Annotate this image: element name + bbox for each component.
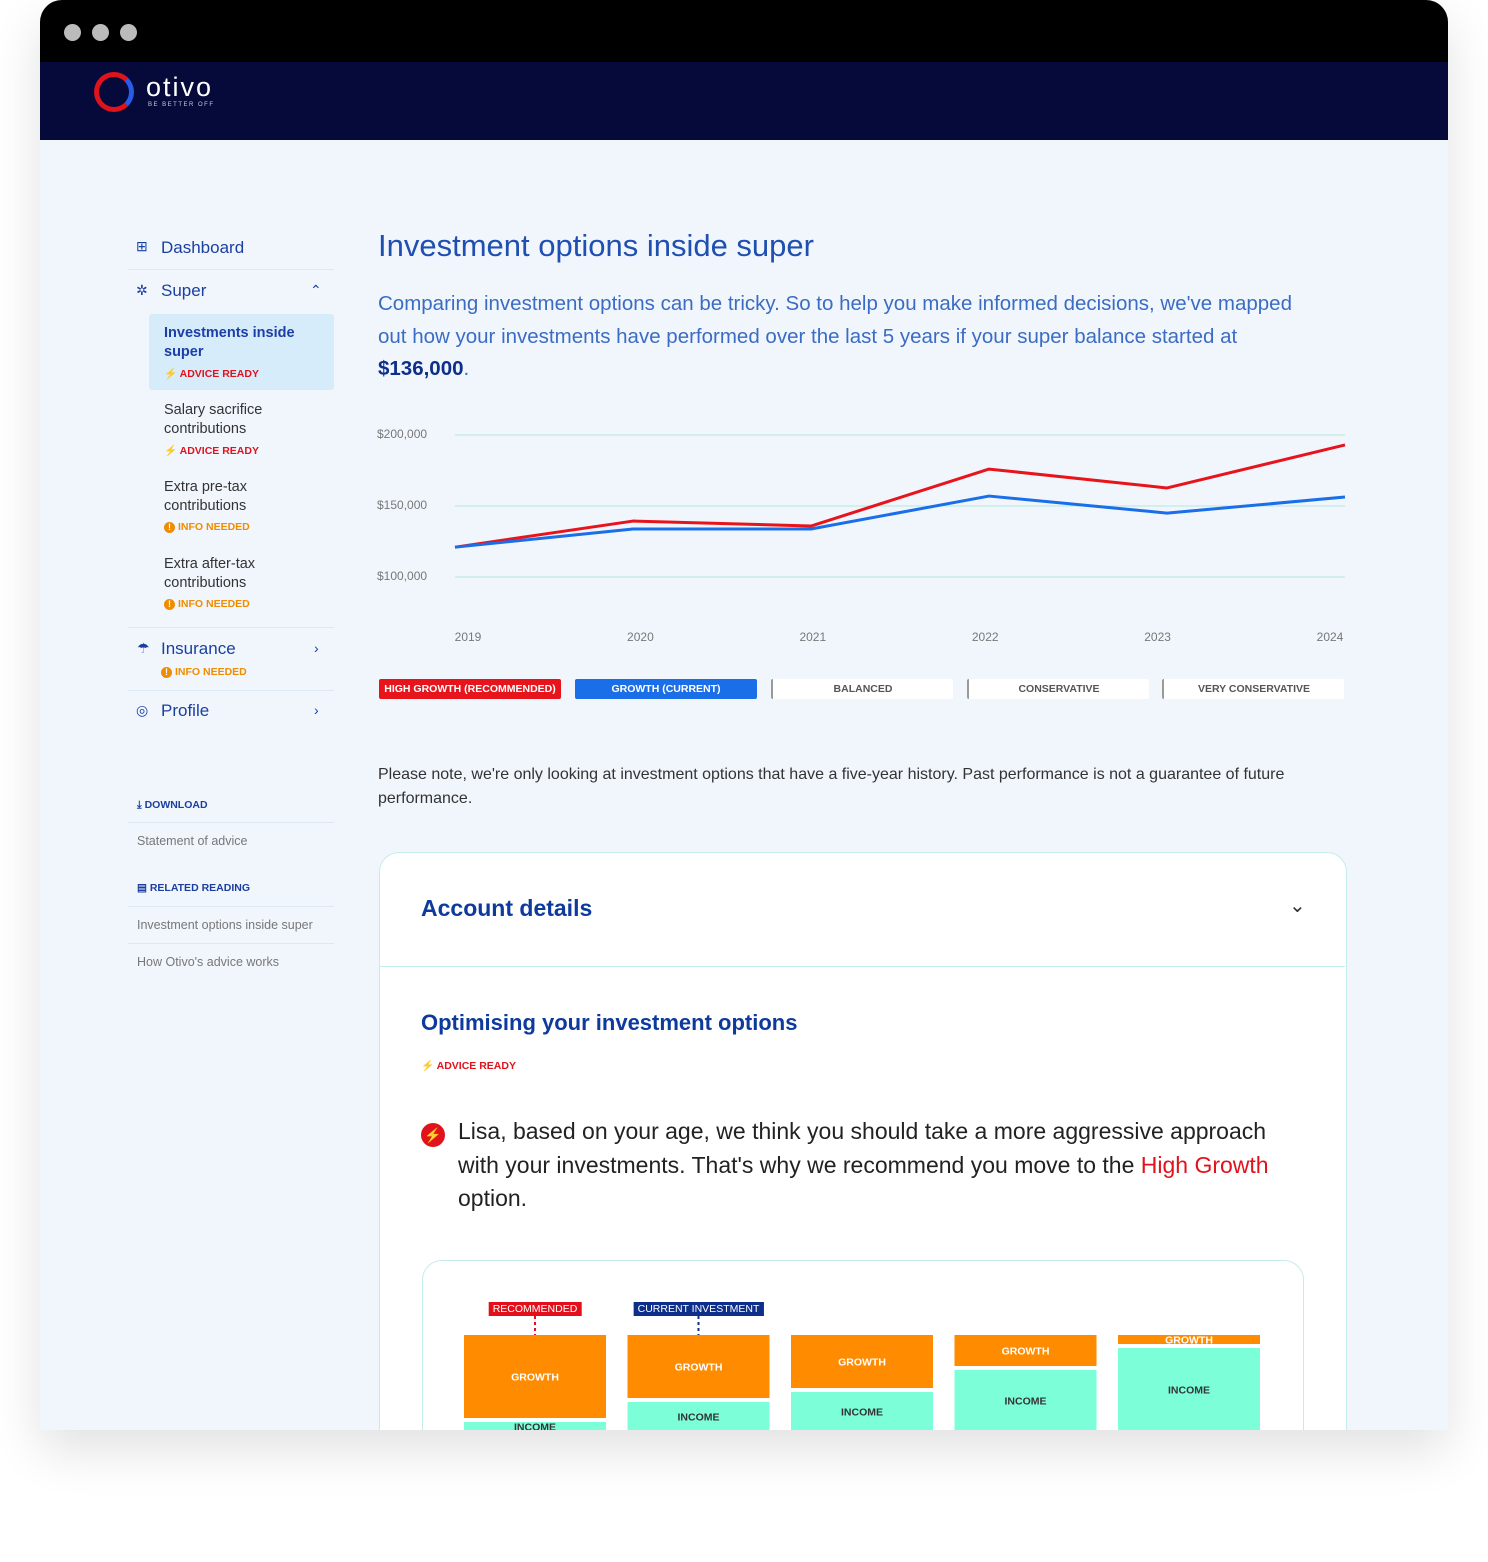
divider: [128, 822, 334, 823]
divider: [380, 966, 1345, 967]
status: ⚡ ADVICE READY: [164, 445, 259, 457]
section-heading: ⤓ DOWNLOAD: [137, 799, 208, 811]
amount: $136,000: [378, 357, 464, 381]
alert-icon: ⚡: [421, 1123, 445, 1147]
nav-item[interactable]: Dashboard: [161, 238, 245, 257]
intro: Comparing investment options can be tric…: [378, 288, 1318, 386]
logo[interactable]: otivo: [146, 72, 214, 102]
status: ! INFO NEEDED: [161, 666, 247, 678]
sub-item[interactable]: Extra after-tax contributions: [164, 556, 256, 591]
divider: [128, 627, 334, 628]
tagline: BE BETTER OFF: [148, 102, 215, 108]
nav-item[interactable]: Profile: [161, 701, 210, 720]
browser-frame: otivo BE BETTER OFF ⊞ Dashboard ✲ Super …: [40, 0, 1448, 1430]
chevron[interactable]: ›: [314, 702, 319, 718]
status-text: INFO NEEDED: [175, 666, 247, 678]
card: [379, 852, 1347, 1430]
divider: [128, 269, 334, 270]
caret[interactable]: ⌃: [310, 282, 322, 298]
legend-button[interactable]: HIGH GROWTH (RECOMMENDED): [379, 679, 561, 699]
chevron[interactable]: ›: [314, 640, 319, 656]
period: .: [463, 357, 470, 381]
legend-button[interactable]: GROWTH (CURRENT): [575, 679, 757, 699]
status: ! INFO NEEDED: [164, 598, 250, 610]
status-text: ADVICE READY: [179, 368, 259, 380]
section-title: Optimising your investment options: [421, 1010, 798, 1035]
sub-item[interactable]: Salary sacrifice contributions: [164, 402, 263, 437]
intro-text: Comparing investment options can be tric…: [378, 292, 1292, 348]
heading-text: DOWNLOAD: [144, 799, 208, 811]
status: ⚡ ADVICE READY: [164, 368, 259, 380]
card-title[interactable]: Account details: [421, 895, 593, 921]
note: Please note, we're only looking at inves…: [378, 766, 1285, 807]
top-bar: [40, 62, 1448, 140]
highlight: High Growth: [1140, 1151, 1269, 1178]
icon: ◎: [136, 702, 149, 718]
divider: [128, 906, 334, 907]
browser-chrome: [40, 0, 1448, 62]
page: otivo BE BETTER OFF ⊞ Dashboard ✲ Super …: [40, 0, 1448, 1430]
nav-item[interactable]: Insurance: [161, 639, 236, 658]
link[interactable]: Investment options inside super: [137, 918, 313, 932]
message-text: Lisa, based on your age, we think you sh…: [458, 1118, 1267, 1178]
chevron[interactable]: ⌄: [1289, 895, 1306, 917]
page-title: Investment options inside super: [378, 228, 814, 263]
option-button[interactable]: BALANCED: [771, 679, 953, 699]
status-text: ADVICE READY: [436, 1060, 516, 1072]
sub-item[interactable]: Extra pre-tax contributions: [164, 479, 247, 514]
active-item[interactable]: [149, 314, 334, 390]
icon: ☂: [137, 640, 150, 656]
window-dot: [120, 24, 137, 41]
option-button[interactable]: CONSERVATIVE: [967, 679, 1149, 699]
message: Lisa, based on your age, we think you sh…: [458, 1115, 1288, 1216]
link[interactable]: Statement of advice: [137, 834, 248, 848]
nav-item[interactable]: Super: [161, 281, 207, 300]
link[interactable]: How Otivo's advice works: [137, 955, 280, 969]
logo-mark[interactable]: [94, 72, 134, 112]
status: ⚡ ADVICE READY: [421, 1060, 516, 1072]
icon: ⊞: [136, 238, 148, 254]
status: ! INFO NEEDED: [164, 521, 250, 533]
option-button[interactable]: VERY CONSERVATIVE: [1162, 679, 1344, 699]
heading-text: RELATED READING: [149, 882, 250, 894]
window-dot: [64, 24, 81, 41]
inner-card: [422, 1260, 1304, 1430]
status-text: INFO NEEDED: [178, 598, 250, 610]
divider: [128, 690, 334, 691]
icon: ✲: [136, 282, 148, 298]
sub-item[interactable]: Investments inside super: [164, 325, 295, 360]
status-text: ADVICE READY: [179, 445, 259, 457]
section-heading: ▤ RELATED READING: [137, 882, 250, 894]
status-text: INFO NEEDED: [178, 521, 250, 533]
divider: [128, 943, 334, 944]
message-text: option.: [458, 1185, 528, 1211]
window-dot: [92, 24, 109, 41]
